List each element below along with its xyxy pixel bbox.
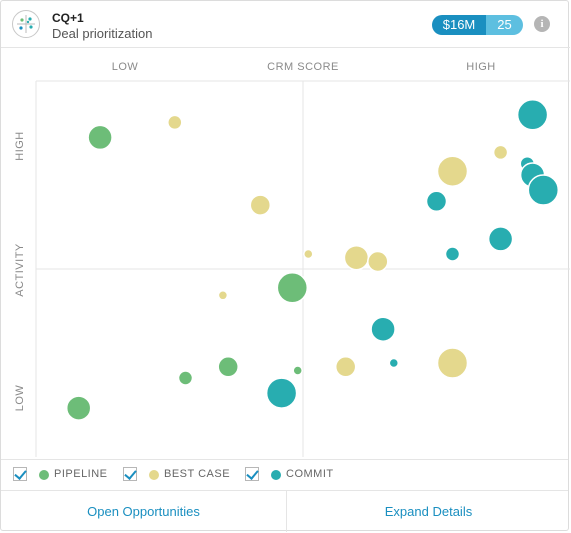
card-header: CQ+1 Deal prioritization $16M 25 i: [1, 1, 568, 47]
commit-checkbox[interactable]: [245, 467, 259, 481]
point-best-case-0[interactable]: [167, 114, 183, 131]
point-commit-8[interactable]: [388, 357, 400, 369]
info-icon[interactable]: i: [534, 16, 550, 32]
point-pipeline-3[interactable]: [177, 370, 194, 386]
y-tick-label-0: HIGH: [14, 131, 26, 161]
commit-swatch: [271, 470, 281, 480]
point-pipeline-5[interactable]: [65, 395, 92, 421]
point-best-case-4[interactable]: [303, 248, 314, 260]
chart-grid: [35, 80, 570, 457]
x-tick-label-2: HIGH: [466, 61, 496, 73]
point-commit-5[interactable]: [487, 226, 514, 252]
open-opportunities-button[interactable]: Open Opportunities: [1, 491, 287, 532]
point-best-case-8[interactable]: [334, 356, 357, 378]
count-badge[interactable]: 25: [486, 15, 523, 35]
point-commit-0[interactable]: [516, 99, 549, 131]
point-pipeline-0[interactable]: [87, 124, 113, 151]
chart-points: [65, 99, 560, 421]
point-commit-6[interactable]: [444, 246, 461, 262]
card-title: CQ+1: [52, 11, 84, 25]
legend-label-pipeline: PIPELINE: [54, 468, 108, 480]
chart-legend: PIPELINE BEST CASE COMMIT: [1, 459, 568, 491]
point-best-case-1[interactable]: [436, 155, 469, 187]
card-subtitle: Deal prioritization: [52, 26, 153, 41]
y-tick-label-2: LOW: [14, 385, 26, 412]
point-best-case-6[interactable]: [367, 250, 389, 273]
card-footer: Open Opportunities Expand Details: [1, 490, 568, 533]
scatter-chart-svg: LOW CRM SCORE HIGH HIGH ACTIVITY LOW: [14, 61, 570, 457]
scatter-logo-graphic: [17, 15, 35, 33]
legend-label-best-case: BEST CASE: [164, 468, 231, 480]
point-pipeline-1[interactable]: [276, 272, 309, 304]
chart-axis-labels: LOW CRM SCORE HIGH HIGH ACTIVITY LOW: [14, 61, 496, 412]
expand-details-button[interactable]: Expand Details: [384, 504, 473, 519]
x-tick-label-1: CRM SCORE: [267, 61, 339, 73]
scatter-chart: LOW CRM SCORE HIGH HIGH ACTIVITY LOW: [1, 47, 570, 460]
best-case-swatch: [149, 470, 159, 480]
point-pipeline-4[interactable]: [292, 365, 303, 376]
pipeline-checkbox[interactable]: [13, 467, 27, 481]
point-best-case-3[interactable]: [249, 194, 272, 216]
point-commit-7[interactable]: [370, 316, 396, 342]
x-tick-label-0: LOW: [112, 61, 139, 73]
pipeline-swatch: [39, 470, 49, 480]
amount-badge[interactable]: $16M: [432, 15, 486, 35]
scatter-logo-icon: [12, 10, 40, 38]
point-commit-3[interactable]: [527, 174, 560, 206]
point-commit-4[interactable]: [425, 190, 448, 213]
point-best-case-5[interactable]: [343, 244, 370, 271]
point-best-case-9[interactable]: [436, 347, 469, 379]
y-tick-label-1: ACTIVITY: [14, 243, 26, 297]
point-commit-9[interactable]: [265, 377, 298, 409]
point-best-case-7[interactable]: [217, 290, 229, 301]
best-case-checkbox[interactable]: [123, 467, 137, 481]
point-pipeline-2[interactable]: [217, 356, 239, 378]
legend-label-commit: COMMIT: [286, 468, 334, 480]
point-best-case-2[interactable]: [492, 144, 509, 161]
